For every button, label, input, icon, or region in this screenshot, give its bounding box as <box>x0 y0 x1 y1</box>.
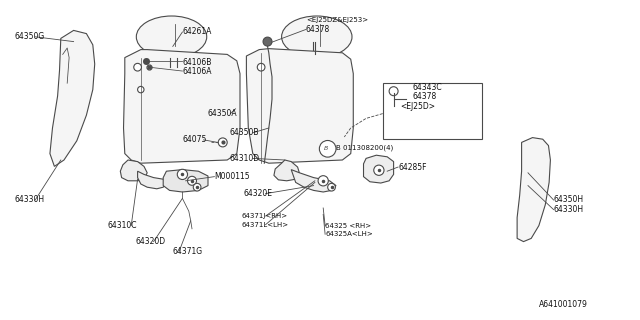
Ellipse shape <box>328 183 335 191</box>
Text: 64371L<LH>: 64371L<LH> <box>242 222 289 228</box>
Polygon shape <box>517 138 550 242</box>
Ellipse shape <box>218 138 227 147</box>
Text: 64350H: 64350H <box>554 196 584 204</box>
Ellipse shape <box>319 140 336 157</box>
Text: 64325A<LH>: 64325A<LH> <box>325 231 373 237</box>
Ellipse shape <box>318 176 328 186</box>
Text: 64330H: 64330H <box>14 196 44 204</box>
Ellipse shape <box>136 16 207 58</box>
Polygon shape <box>120 160 147 181</box>
Ellipse shape <box>177 169 188 180</box>
Ellipse shape <box>374 165 384 175</box>
Ellipse shape <box>263 37 272 46</box>
Polygon shape <box>274 160 300 181</box>
Text: A641001079: A641001079 <box>539 300 588 309</box>
Text: 64378: 64378 <box>306 25 330 34</box>
Text: <EJ25D>: <EJ25D> <box>400 102 435 111</box>
Text: 64378: 64378 <box>413 92 437 101</box>
Text: 64261A: 64261A <box>182 28 212 36</box>
Text: 64310D: 64310D <box>229 154 259 163</box>
Polygon shape <box>163 170 208 192</box>
Ellipse shape <box>282 16 352 58</box>
Polygon shape <box>291 170 336 192</box>
Text: 64310C: 64310C <box>108 221 137 230</box>
Text: B 011308200(4): B 011308200(4) <box>336 145 393 151</box>
Text: 64325 <RH>: 64325 <RH> <box>325 223 371 228</box>
Ellipse shape <box>134 63 141 71</box>
Text: 64106A: 64106A <box>182 68 212 76</box>
Text: 64371J<RH>: 64371J<RH> <box>242 213 288 219</box>
Text: M000115: M000115 <box>214 172 250 181</box>
Text: 64350B: 64350B <box>229 128 259 137</box>
Polygon shape <box>246 49 353 163</box>
Ellipse shape <box>188 176 196 185</box>
Text: 64285F: 64285F <box>398 163 427 172</box>
Text: 64343C: 64343C <box>413 83 442 92</box>
Polygon shape <box>138 171 166 189</box>
Text: 64320D: 64320D <box>136 237 166 246</box>
Text: 64106B: 64106B <box>182 58 212 67</box>
Ellipse shape <box>257 63 265 71</box>
Polygon shape <box>124 50 240 163</box>
FancyBboxPatch shape <box>383 83 482 139</box>
Polygon shape <box>50 30 95 166</box>
Ellipse shape <box>138 86 144 93</box>
Text: B: B <box>324 146 328 151</box>
Ellipse shape <box>193 183 201 191</box>
Text: 64075: 64075 <box>182 135 207 144</box>
Text: 64330H: 64330H <box>554 205 584 214</box>
Text: 64350G: 64350G <box>14 32 44 41</box>
Text: 64350A: 64350A <box>208 109 237 118</box>
Polygon shape <box>364 155 394 183</box>
Text: 64320E: 64320E <box>243 189 272 198</box>
Text: 64371G: 64371G <box>173 247 203 256</box>
Ellipse shape <box>389 87 398 96</box>
Text: <EJ25DZ&EJ253>: <EJ25DZ&EJ253> <box>306 17 368 23</box>
